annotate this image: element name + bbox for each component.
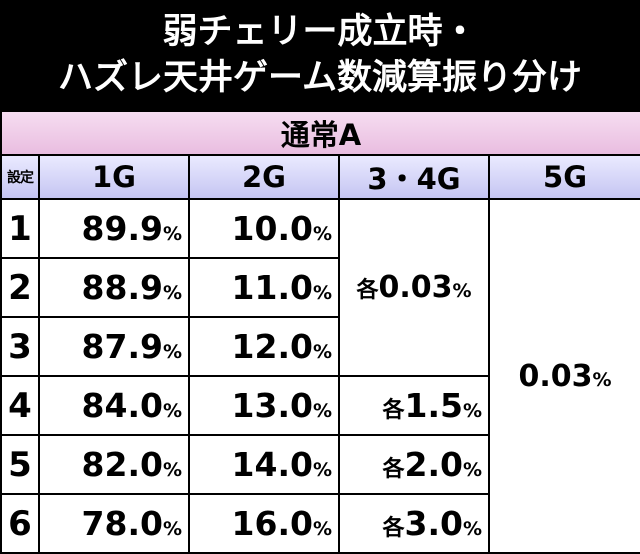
setting-column-header: 設定	[0, 154, 40, 200]
table-row: 5 82.0% 14.0% 各2.0%	[0, 434, 640, 495]
value-1g-cell: 84.0%	[38, 375, 190, 436]
setting-cell: 6	[0, 493, 40, 554]
setting-cell: 1	[0, 198, 40, 259]
value-2g-cell: 14.0%	[188, 434, 340, 495]
table-row: 3 87.9% 12.0%	[0, 316, 640, 377]
value-3-4g-cell: 各2.0%	[338, 434, 490, 495]
table-row: 1 89.9% 10.0% 各0.03% 0.03%	[0, 198, 640, 554]
ceiling-reduction-table: 通常A 設定 1G 2G 3・4G 5G 1 89.9% 10.0% 各0.03…	[0, 110, 640, 554]
column-header-2g: 2G	[188, 154, 340, 200]
value-2g-cell: 10.0%	[188, 198, 340, 259]
value-5g-merged-cell: 0.03%	[487, 198, 640, 554]
value-3-4g-cell: 各3.0%	[338, 493, 490, 554]
column-header-1g: 1G	[38, 154, 190, 200]
title-line-2: ハズレ天井ゲーム数減算振り分け	[58, 58, 582, 98]
page-title: 弱チェリー成立時・ ハズレ天井ゲーム数減算振り分け	[0, 0, 640, 110]
value-1g-cell: 82.0%	[38, 434, 190, 495]
setting-cell: 5	[0, 434, 40, 495]
setting-cell: 3	[0, 316, 40, 377]
value-1g-cell: 88.9%	[38, 257, 190, 318]
value-3-4g-merged-cell: 各0.03%	[338, 198, 490, 377]
value-1g-cell: 89.9%	[38, 198, 190, 259]
column-header-3-4g: 3・4G	[338, 154, 490, 200]
table-row: 2 88.9% 11.0%	[0, 257, 640, 318]
mode-header: 通常A	[0, 110, 640, 156]
value-2g-cell: 13.0%	[188, 375, 340, 436]
value-2g-cell: 12.0%	[188, 316, 340, 377]
value-1g-cell: 78.0%	[38, 493, 190, 554]
value-3-4g-cell: 各1.5%	[338, 375, 490, 436]
table-row: 4 84.0% 13.0% 各1.5%	[0, 375, 640, 436]
value-2g-cell: 11.0%	[188, 257, 340, 318]
column-header-5g: 5G	[487, 154, 640, 200]
value-1g-cell: 87.9%	[38, 316, 190, 377]
title-line-1: 弱チェリー成立時・	[162, 12, 478, 52]
value-2g-cell: 16.0%	[188, 493, 340, 554]
setting-cell: 4	[0, 375, 40, 436]
setting-cell: 2	[0, 257, 40, 318]
